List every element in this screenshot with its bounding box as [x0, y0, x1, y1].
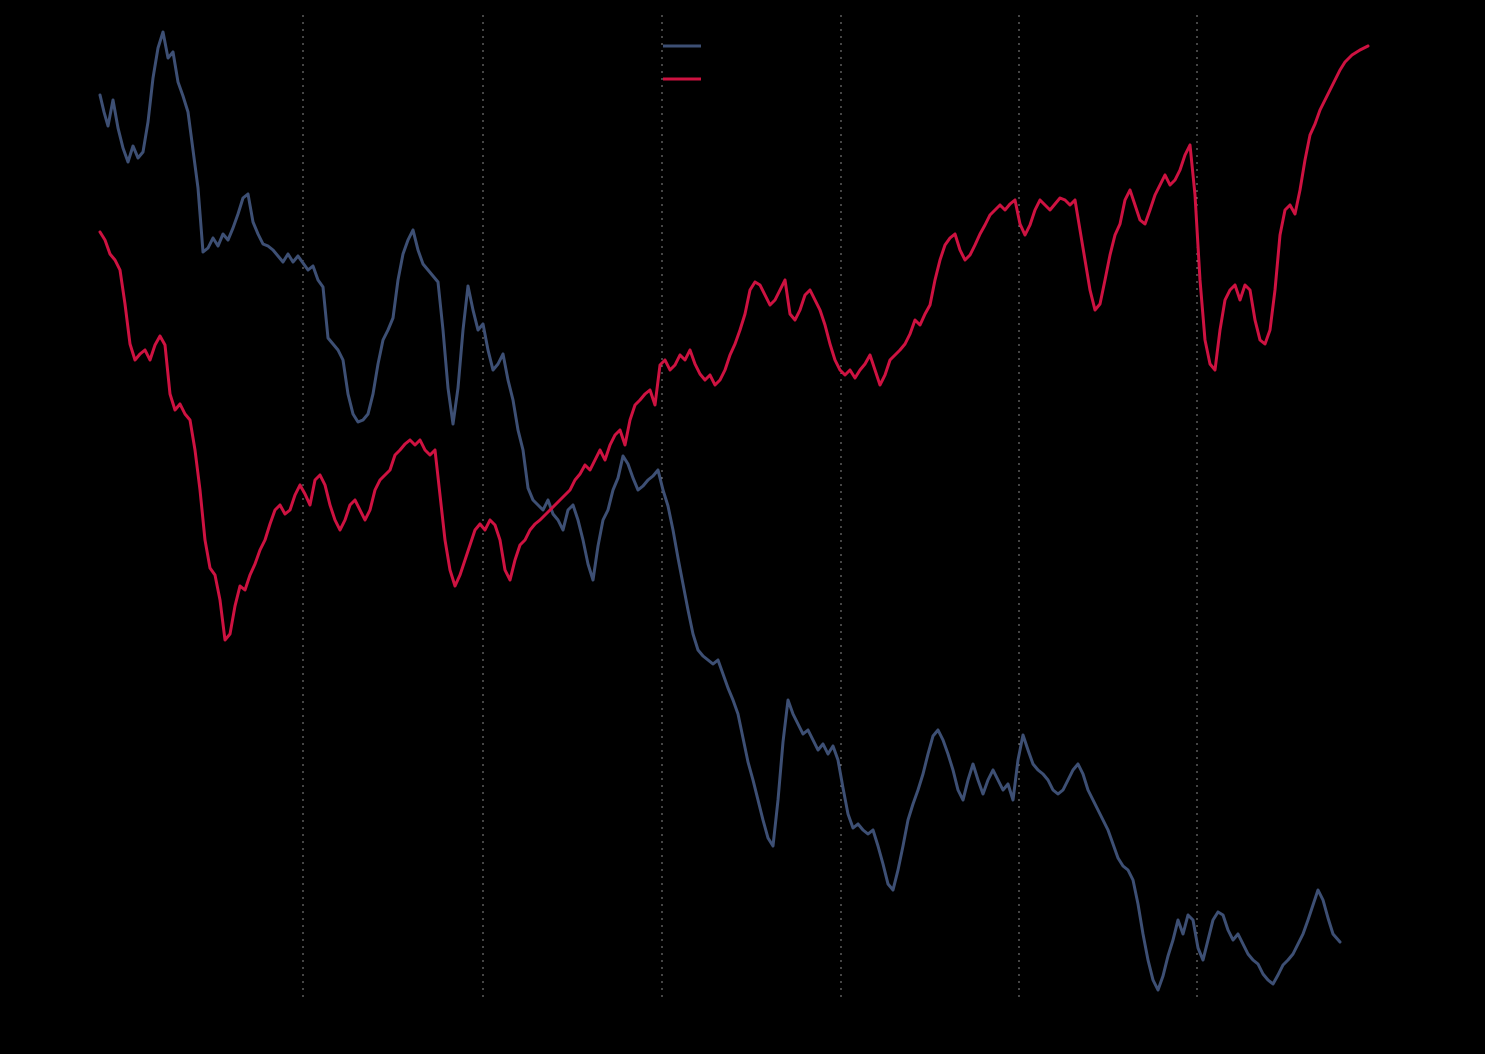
- series-navy-line: [98, 30, 1342, 992]
- series-crimson-line: [98, 44, 1370, 642]
- legend: [663, 44, 701, 81]
- gridlines: [302, 15, 1198, 1000]
- series-lines: [98, 30, 1370, 992]
